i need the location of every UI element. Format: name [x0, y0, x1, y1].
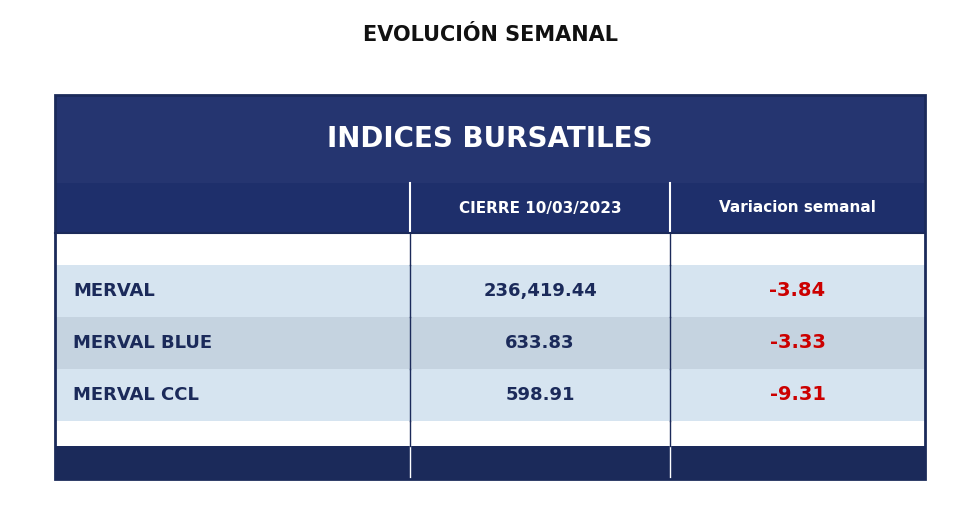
Bar [55, 183, 925, 233]
Text: INDICES BURSATILES: INDICES BURSATILES [327, 125, 653, 153]
Text: 236,419.44: 236,419.44 [483, 282, 597, 300]
Text: MERVAL: MERVAL [73, 282, 155, 300]
Bar [55, 317, 925, 369]
Text: CIERRE 10/03/2023: CIERRE 10/03/2023 [459, 201, 621, 215]
Text: -3.33: -3.33 [769, 333, 825, 352]
Bar [55, 446, 925, 479]
Text: -3.84: -3.84 [769, 281, 825, 300]
Bar [55, 265, 925, 317]
Bar [55, 233, 925, 265]
Bar [55, 95, 925, 479]
Text: 633.83: 633.83 [506, 334, 574, 352]
Text: Variacion semanal: Variacion semanal [719, 201, 876, 215]
Text: MERVAL CCL: MERVAL CCL [73, 386, 199, 404]
Bar [55, 95, 925, 183]
Text: EVOLUCIÓN SEMANAL: EVOLUCIÓN SEMANAL [363, 25, 617, 45]
Bar [55, 421, 925, 446]
Text: -9.31: -9.31 [769, 385, 825, 404]
Bar [55, 369, 925, 421]
Text: 598.91: 598.91 [506, 386, 574, 404]
Text: MERVAL BLUE: MERVAL BLUE [73, 334, 212, 352]
